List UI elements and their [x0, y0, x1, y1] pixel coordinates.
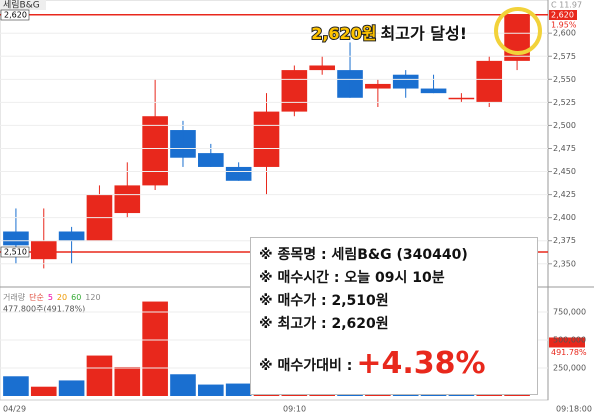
info-buy: ※ 매수가 : 2,510원: [259, 293, 389, 309]
info-time: ※ 매수시간 : 오늘 09시 10분: [259, 270, 445, 286]
y-tick-label: 2,475: [553, 144, 576, 153]
volume-bar: [142, 301, 168, 396]
change-label: C 11.97: [551, 1, 582, 10]
x-tick-label: 09:18:00: [556, 405, 592, 414]
price-box: [549, 10, 577, 20]
volume-bar: [114, 366, 141, 396]
symbol: 세림B&G: [3, 0, 40, 11]
legend-item: 단순: [29, 292, 44, 302]
x-tick-label: 09:10: [283, 405, 306, 414]
y-tick-label: 500,000: [553, 335, 586, 344]
callout-price: 2,620원: [311, 24, 376, 43]
x-tick-label: 04/29: [3, 405, 26, 414]
y-tick-label: 250,000: [553, 363, 586, 372]
info-compare-row: ※ 매수가대비 : +4.38%: [259, 346, 537, 382]
last-pct: 491.78%: [551, 348, 587, 357]
volume-bar: [3, 376, 29, 396]
high-label-box: [0, 9, 30, 21]
callout-text: 최고가 달성!: [381, 24, 467, 43]
symbol-box: [0, 0, 46, 10]
info-compare-value: +4.38%: [356, 346, 486, 381]
price-label: 2,620: [551, 11, 574, 20]
legend-item: 5: [48, 293, 53, 302]
y-tick-label: 2,575: [553, 52, 576, 61]
volume-bar: [225, 383, 252, 396]
volume-label: 477,800주(491,78%): [3, 305, 85, 314]
y-tick-label: 2,525: [553, 98, 576, 107]
buy-label: 2,510: [4, 248, 27, 257]
highlight-circle: [494, 7, 542, 55]
y-tick-label: 750,000: [553, 307, 586, 316]
buy-label-box: [0, 246, 30, 258]
y-tick-label: 2,425: [553, 190, 576, 199]
info-compare: ※ 매수가대비 :: [259, 358, 353, 374]
y-tick-label: 2,600: [553, 29, 576, 38]
y-tick-label: 2,500: [553, 121, 576, 130]
y-tick-label: 2,350: [553, 259, 576, 268]
volume-bar: [86, 355, 113, 396]
volume-bar: [58, 380, 85, 396]
last-box: [549, 337, 585, 348]
legend-item: 거래량: [3, 292, 26, 302]
volume-bar: [170, 374, 196, 396]
legend-item: 20: [57, 293, 67, 302]
legend-item: 60: [71, 293, 81, 302]
info-name: ※ 종목명 : 세림B&G (340440): [259, 247, 468, 263]
y-tick-label: 2,450: [553, 167, 576, 176]
info-box: ※ 종목명 : 세림B&G (340440) ※ 매수시간 : 오늘 09시 1…: [250, 237, 538, 395]
legend: 거래량 단순 5 20 60 120: [3, 292, 101, 302]
y-tick-label: 2,375: [553, 236, 576, 245]
volume-bar: [198, 384, 224, 396]
info-high: ※ 최고가 : 2,620원: [259, 316, 389, 332]
volume-bar: [30, 386, 57, 396]
high-label: 2,620: [4, 11, 27, 20]
callout: 2,620원 최고가 달성!: [311, 24, 467, 43]
pct-label: 1.95%: [551, 21, 577, 30]
legend-item: 120: [85, 293, 100, 302]
y-tick-label: 2,550: [553, 75, 576, 84]
y-tick-label: 2,400: [553, 213, 576, 222]
